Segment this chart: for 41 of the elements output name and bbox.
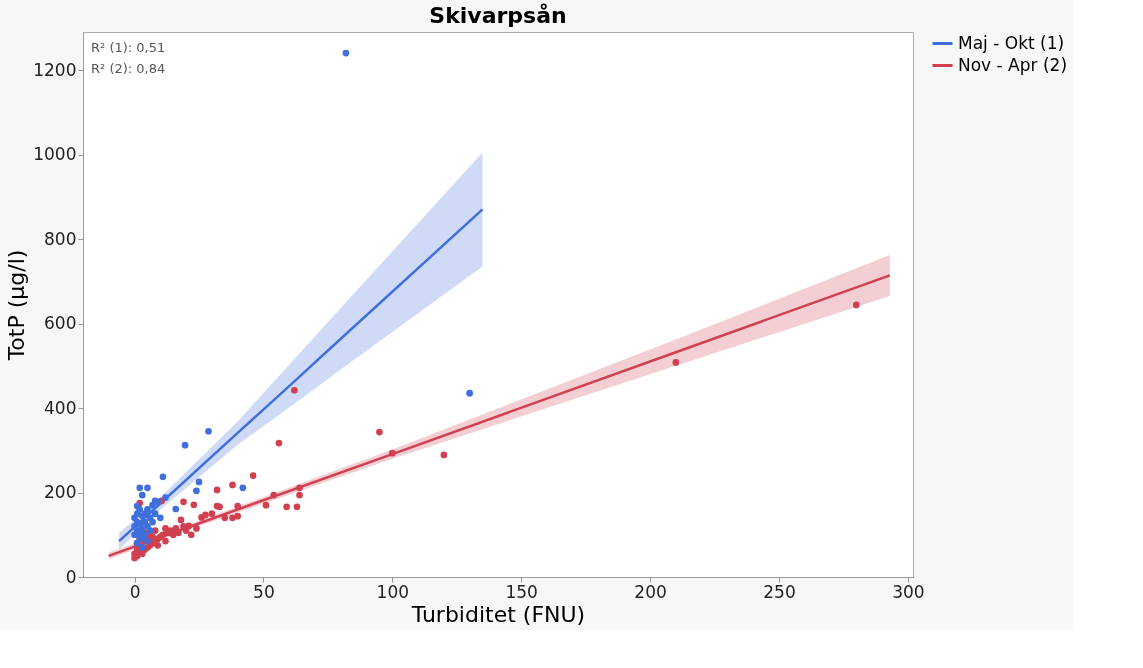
x-tick-label: 150 [505, 581, 538, 602]
y-axis-title: TotP (µg/l) [4, 249, 30, 362]
point [205, 427, 212, 435]
point [342, 49, 350, 57]
point [144, 506, 151, 513]
point [159, 473, 167, 481]
point [193, 487, 200, 495]
point [136, 484, 144, 492]
x-tick-label: 50 [253, 581, 275, 602]
point [156, 514, 164, 522]
legend-label: Nov - Apr (2) [958, 54, 1068, 75]
x-tick-label: 250 [763, 581, 796, 602]
x-tick-label: 300 [892, 581, 925, 602]
y-tick-label: 200 [44, 482, 77, 502]
chart-title: Skivarpsån [429, 3, 567, 28]
point [181, 441, 189, 449]
x-tick-label: 200 [634, 581, 667, 602]
point [162, 494, 169, 501]
x-tick-label: 0 [129, 581, 141, 602]
point [144, 484, 151, 492]
annotation: R² (1): 0,51 [91, 40, 166, 55]
legend-label: Maj - Okt (1) [958, 32, 1065, 53]
annotation: R² (2): 0,84 [91, 61, 166, 76]
x-tick-label: 100 [376, 581, 410, 602]
point [138, 491, 146, 499]
y-tick-label: 1200 [33, 59, 77, 80]
y-tick-label: 0 [65, 566, 77, 587]
y-tick-label: 800 [44, 228, 77, 249]
point [239, 484, 247, 492]
point [136, 506, 144, 513]
point [151, 510, 159, 517]
point [149, 518, 156, 526]
point [195, 478, 203, 486]
x-axis-title: Turbiditet (FNU) [410, 601, 586, 627]
y-tick-label: 600 [44, 313, 77, 334]
y-tick-label: 400 [44, 397, 77, 418]
point [466, 389, 473, 397]
point [172, 505, 180, 513]
line-series [117, 208, 484, 543]
point [146, 527, 154, 534]
y-tick-label: 1000 [33, 144, 77, 165]
